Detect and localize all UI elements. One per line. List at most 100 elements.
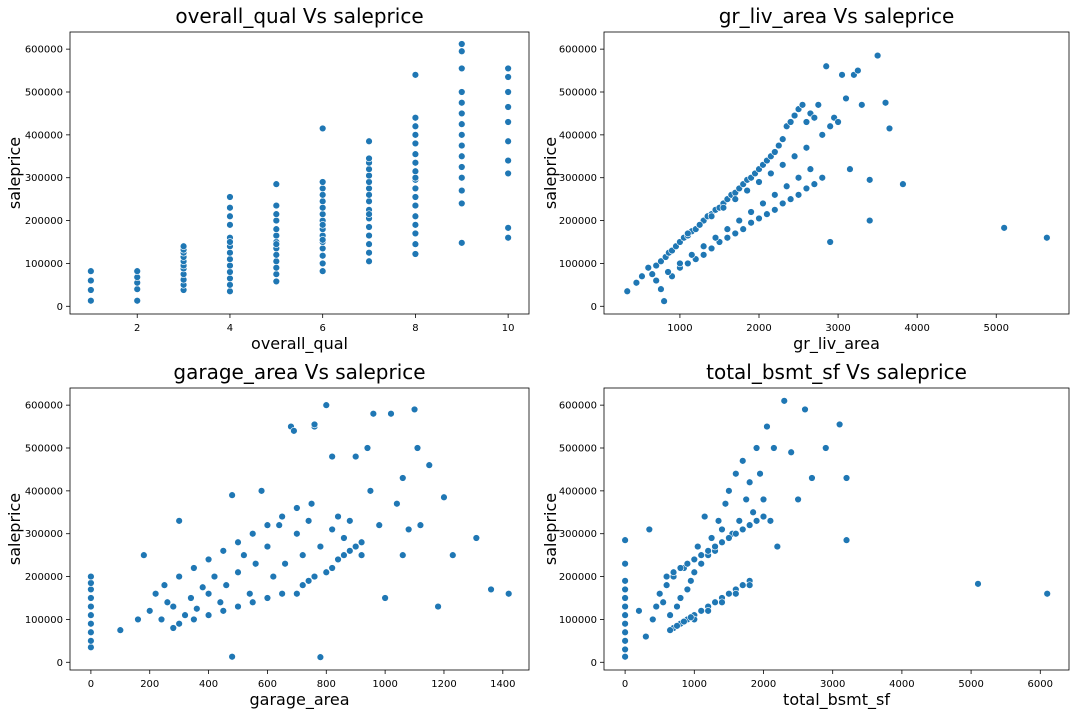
scatter-point: [365, 249, 373, 257]
scatter-point: [87, 628, 95, 636]
scatter-point: [411, 159, 420, 167]
y-tick-label: 0: [57, 302, 63, 313]
scatter-point: [742, 495, 750, 504]
scatter-point: [504, 156, 512, 165]
scatter-point: [193, 605, 201, 613]
scatter-point: [151, 590, 160, 598]
scatter-point: [697, 607, 705, 615]
scatter-point: [885, 124, 894, 133]
scatter-point: [798, 101, 807, 109]
scatter-point: [652, 276, 660, 285]
scatter-point: [318, 244, 327, 253]
scatter-point: [365, 154, 373, 163]
scatter-point: [704, 547, 712, 555]
scatter-point: [425, 461, 433, 469]
y-tick-label: 0: [591, 302, 597, 313]
scatter-point: [340, 551, 348, 559]
scatter-point: [293, 504, 301, 512]
scatter-point: [269, 572, 278, 581]
scatter-point: [718, 598, 726, 606]
scatter-point: [381, 594, 389, 602]
scatter-point: [707, 244, 716, 253]
scatter-point: [657, 257, 665, 265]
scatter-point: [745, 581, 754, 589]
scatter-point: [219, 607, 227, 615]
x-axis-label: total_bsmt_sf: [783, 690, 890, 710]
scatter-point: [621, 620, 629, 628]
scatter-point: [411, 229, 420, 238]
scatter-point: [318, 210, 327, 218]
scatter-point: [411, 201, 420, 210]
scatter-point: [87, 579, 95, 587]
scatter-point: [818, 131, 826, 139]
scatter-point: [621, 577, 629, 585]
scatter-point: [790, 152, 799, 160]
scatter-point: [659, 598, 667, 606]
scatter-point: [410, 405, 419, 414]
scatter-point: [87, 286, 95, 294]
chart-title: overall_qual Vs saleprice: [175, 4, 423, 28]
scatter-point: [657, 285, 665, 293]
scatter-point: [87, 620, 95, 628]
scatter-point: [411, 71, 420, 79]
scatter-point: [226, 255, 234, 263]
scatter-point: [719, 204, 728, 212]
scatter-point: [228, 653, 236, 661]
scatter-point: [873, 51, 882, 60]
scatter-point: [652, 261, 660, 270]
scatter-point: [504, 73, 512, 81]
scatter-point: [662, 581, 671, 589]
scatter-point: [779, 161, 787, 169]
scatter-point: [411, 150, 420, 158]
scatter-point: [304, 577, 313, 585]
scatter-point: [411, 167, 420, 175]
scatter-point: [318, 236, 327, 244]
scatter-point: [842, 94, 850, 103]
scatter-point: [621, 611, 629, 619]
y-tick-label: 500000: [559, 88, 597, 99]
scatter-point: [272, 225, 281, 233]
scatter-point: [697, 551, 705, 559]
panel-garage-area: 0 200 400 600 800 1000 1200 1400 0 100000 200000 30…: [0, 356, 536, 712]
scatter-point: [204, 611, 213, 619]
scatter-point: [293, 590, 301, 598]
scatter-point: [318, 178, 327, 186]
x-tick-label: 1000: [682, 679, 707, 690]
x-tick-label: 4000: [889, 679, 914, 690]
scatter-point: [219, 547, 227, 555]
scatter-point: [140, 551, 148, 559]
scatter-point: [133, 285, 141, 293]
scatter-point: [198, 583, 207, 591]
scatter-point: [169, 602, 177, 611]
scatter-point: [723, 225, 732, 233]
scatter-point: [334, 555, 342, 564]
scatter-point: [226, 204, 234, 212]
scatter-point: [621, 653, 629, 661]
scatter-point: [251, 560, 260, 568]
scatter-point: [739, 457, 747, 465]
y-tick-label: 300000: [25, 173, 63, 184]
scatter-point: [416, 521, 425, 529]
y-tick-label: 200000: [25, 572, 63, 583]
scatter-point: [635, 607, 643, 615]
chart-1: 1000 2000 3000 4000 5000 0 100000 200000 300000 4…: [541, 4, 1070, 354]
scatter-point: [735, 216, 743, 225]
chart-2: 0 200 400 600 800 1000 1200 1400 0 100000 200000 30…: [5, 360, 530, 710]
scatter-point: [731, 229, 739, 238]
chart-title: gr_liv_area Vs saleprice: [719, 4, 955, 28]
scatter-point: [842, 474, 851, 482]
scatter-point: [684, 229, 692, 238]
scatter-point: [411, 114, 420, 122]
scatter-point: [304, 517, 313, 525]
scatter-point: [411, 240, 420, 248]
scatter-point: [1043, 590, 1051, 598]
scatter-point: [759, 495, 768, 504]
scatter-point: [745, 521, 754, 529]
scatter-point: [351, 542, 360, 551]
scatter-point: [759, 199, 767, 208]
scatter-point: [272, 270, 281, 278]
scatter-point: [387, 410, 395, 418]
scatter-point: [351, 452, 360, 461]
scatter-point: [735, 517, 743, 525]
scatter-point: [310, 572, 319, 581]
